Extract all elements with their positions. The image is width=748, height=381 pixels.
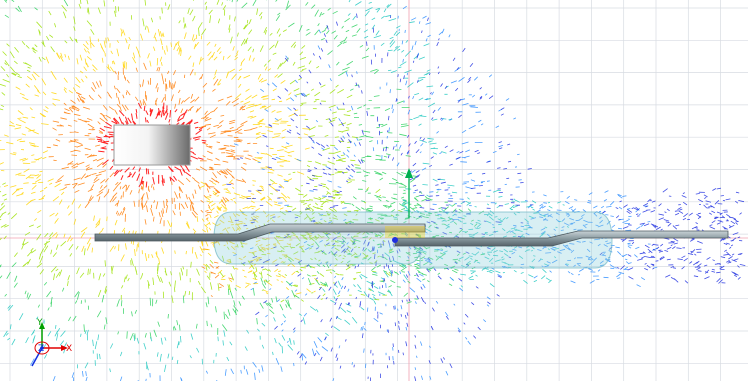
axis-x-label: X	[66, 344, 72, 354]
axis-y-label: Y	[36, 318, 43, 328]
origin-y-arrow	[405, 168, 413, 218]
axis-z-label: Z	[38, 344, 44, 354]
reed-switch-left-lead[interactable]	[94, 223, 426, 242]
axis-triad[interactable]: Y X Z	[31, 318, 72, 367]
reed-contact-overlap	[385, 226, 425, 243]
permanent-magnet[interactable]	[113, 124, 191, 166]
reed-switch-right-lead[interactable]	[394, 230, 729, 247]
